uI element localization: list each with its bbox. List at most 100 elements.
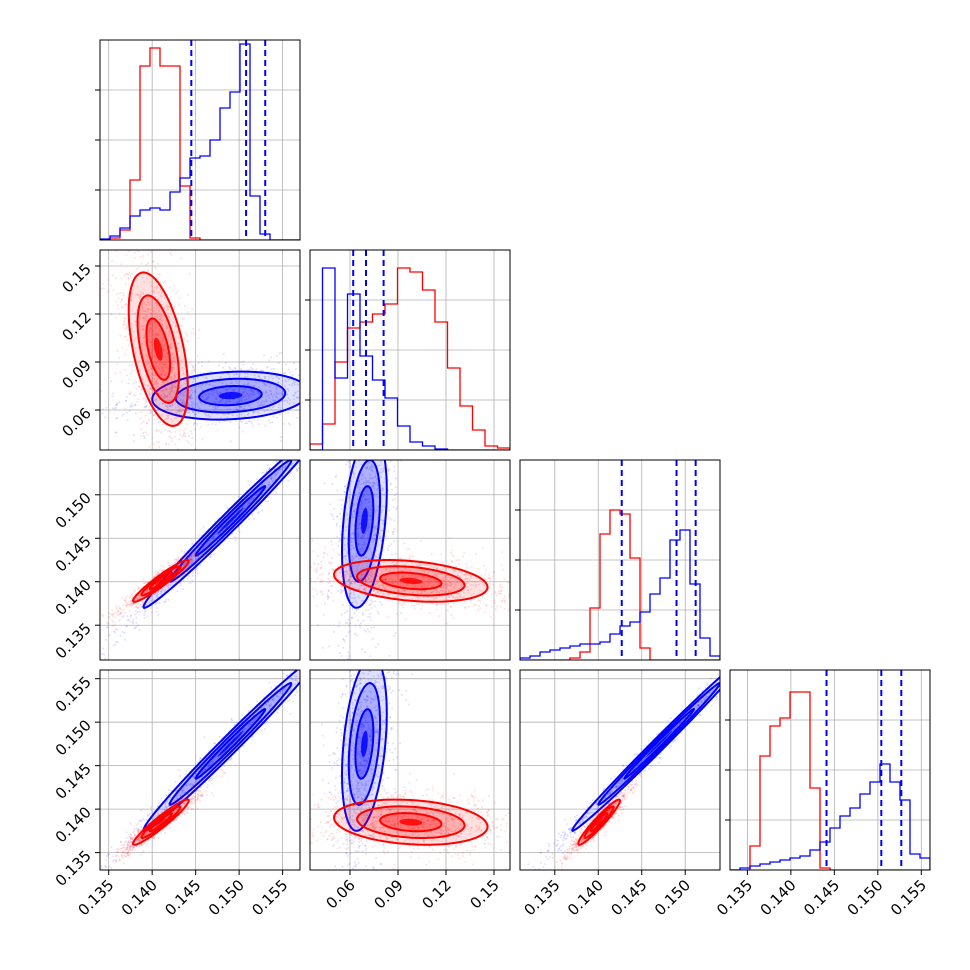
blue-density-peak (361, 730, 368, 757)
x-tick-label: 0.12 (418, 876, 454, 912)
blue-histogram (100, 43, 300, 240)
blue-density-peak (217, 730, 244, 757)
y-tick-label: 0.09 (58, 356, 94, 392)
hist-area (730, 670, 930, 870)
blue-histogram (310, 267, 510, 450)
x-tick-label: 0.150 (844, 876, 887, 919)
red-contour-line (136, 294, 181, 405)
blue-histogram (520, 529, 720, 660)
x-tick-label: 0.145 (800, 876, 843, 919)
panel-frame (309, 459, 511, 661)
red-contour-line (577, 798, 622, 846)
blue-density-peak (646, 730, 673, 757)
red-histogram (520, 509, 720, 660)
red-contour-line (148, 812, 173, 833)
scatter-area (100, 670, 300, 869)
diag-panel-0 (95, 39, 301, 241)
blue-contour-line (571, 675, 720, 833)
panel-frame (309, 669, 511, 871)
blue-contour-line (194, 708, 267, 780)
blue-density-peak (218, 392, 243, 400)
red-contour-line (131, 559, 190, 603)
red-contour-line (140, 565, 182, 597)
red-density-peak (156, 577, 165, 584)
pair-panel-3-0 (99, 669, 301, 871)
blue-contour-line (340, 670, 388, 832)
diag-panel-1 (305, 249, 511, 451)
y-tick-label: 0.06 (58, 404, 94, 440)
red-density-peak (399, 577, 423, 584)
y-tick-label: 0.145 (52, 532, 95, 575)
red-contour-line (131, 798, 190, 846)
x-axis-0: 0.135 0.140 0.145 0.150 0.155 (74, 870, 291, 919)
x-axis-3: 0.135 0.140 0.145 0.150 0.155 (713, 870, 930, 919)
red-contour-line (332, 559, 489, 603)
blue-contour-line (194, 485, 267, 557)
red-contour-line (140, 805, 182, 839)
blue-density-peak (361, 507, 368, 534)
scatter-area (100, 250, 300, 450)
x-tick-label: 0.140 (757, 876, 800, 919)
red-histogram (100, 47, 300, 240)
y-tick-label: 0.150 (52, 489, 95, 532)
panel-frame (519, 669, 721, 871)
pair-panel-2-0 (99, 459, 301, 661)
y-tick-label: 0.140 (52, 576, 95, 619)
panel-frame (99, 459, 301, 661)
x-tick-label: 0.135 (713, 876, 756, 919)
x-tick-label: 0.140 (118, 876, 161, 919)
blue-contour-line (623, 707, 695, 780)
blue-contour-line (354, 708, 375, 780)
red-histogram (730, 691, 930, 870)
x-tick-label: 0.155 (887, 876, 930, 919)
blue-contour-line (597, 681, 720, 806)
red-density-peak (596, 818, 603, 826)
red-contour-line (148, 571, 173, 591)
blue-contour-line (354, 485, 375, 557)
blue-contour-line (151, 370, 300, 421)
pair-panel-1-0 (99, 249, 301, 451)
red-density-peak (399, 818, 423, 826)
pair-panel-2-1 (309, 459, 511, 661)
scatter-area (310, 460, 510, 660)
red-density-peak (156, 818, 165, 826)
hist-area (310, 250, 510, 450)
red-contour-line (379, 812, 443, 833)
diag-panel-2 (515, 459, 721, 661)
red-contour-line (127, 271, 189, 428)
red-contour-line (332, 798, 489, 846)
y-axis-1: 0.06 0.09 0.12 0.15 (58, 260, 100, 440)
blue-contour-line (347, 681, 382, 806)
x-tick-label: 0.145 (607, 876, 650, 919)
x-tick-label: 0.09 (370, 876, 406, 912)
y-tick-label: 0.135 (52, 847, 95, 890)
y-tick-label: 0.140 (52, 803, 95, 846)
x-tick-label: 0.15 (466, 876, 502, 912)
x-axis-2: 0.135 0.140 0.145 0.150 (521, 870, 694, 919)
blue-contour-line (142, 460, 300, 609)
pair-panel-3-1 (309, 669, 511, 871)
y-tick-label: 0.15 (58, 260, 94, 296)
x-tick-label: 0.135 (74, 876, 117, 919)
red-contour-line (355, 565, 466, 597)
panel-frame (99, 249, 301, 451)
hist-area (520, 460, 720, 660)
panel-frame (99, 669, 301, 871)
blue-density-peak (217, 507, 244, 534)
red-contour-line (379, 571, 443, 591)
scatter-area (527, 673, 720, 870)
y-tick-label: 0.155 (52, 673, 95, 716)
blue-contour-line (198, 385, 263, 407)
x-tick-label: 0.135 (521, 876, 564, 919)
blue-contour-line (168, 682, 293, 806)
hist-area (100, 40, 300, 240)
pair-panel-3-2 (519, 669, 721, 871)
red-contour-line (583, 805, 615, 839)
blue-contour-line (340, 460, 388, 609)
x-tick-label: 0.06 (322, 876, 358, 912)
y-tick-label: 0.135 (52, 619, 95, 662)
x-tick-label: 0.140 (564, 876, 607, 919)
